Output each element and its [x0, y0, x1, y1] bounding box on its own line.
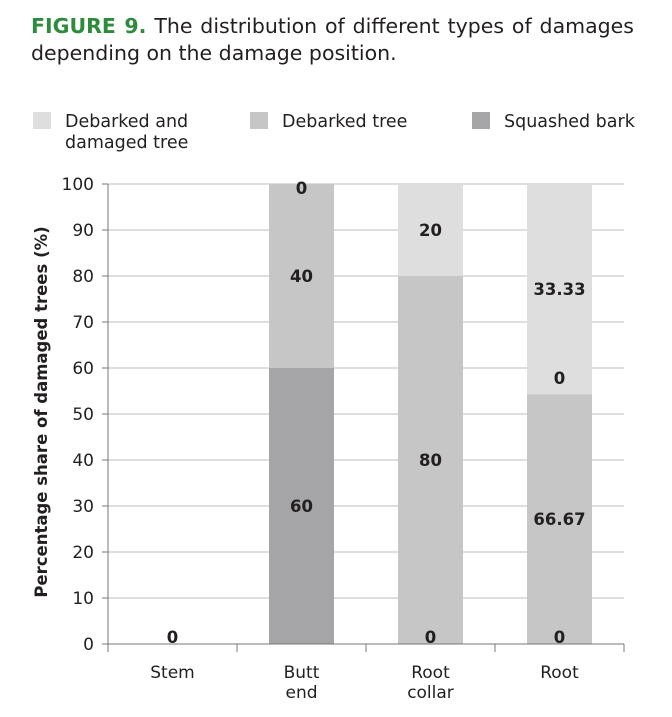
y-tick-label: 50 [72, 405, 94, 425]
y-tick-label: 10 [72, 589, 94, 609]
bar-segment [398, 184, 463, 276]
legend-swatch [472, 112, 490, 129]
data-label: 0 [425, 628, 436, 647]
y-axis-title: Percentage share of damaged trees (%) [32, 226, 51, 597]
legend-swatch [250, 112, 268, 129]
y-tick-label: 80 [72, 267, 94, 287]
bars [269, 184, 592, 644]
x-category-label: end [285, 683, 317, 703]
data-label: 33.33 [533, 280, 585, 299]
caption-text: The distribution of different types of d… [31, 14, 634, 65]
legend-label: Debarked and [65, 112, 188, 132]
y-tick-label: 100 [62, 175, 94, 195]
figure-caption: FIGURE 9. The distribution of different … [31, 13, 634, 67]
x-category-label: collar [407, 683, 454, 703]
y-tick-label: 90 [72, 221, 94, 241]
y-tick-label: 70 [72, 313, 94, 333]
y-tick-label: 60 [72, 359, 94, 379]
figure-label: FIGURE 9. [31, 14, 147, 38]
y-tick-label: 0 [83, 635, 94, 655]
x-category-label: Stem [150, 663, 194, 683]
legend-label: Debarked tree [282, 112, 407, 132]
data-labels: 0 60 40 0 0 80 20 0 66.67 33.33 0 [167, 179, 586, 647]
bar-segment [269, 184, 334, 368]
data-label: 0 [554, 369, 565, 388]
data-label: 0 [554, 628, 565, 647]
data-label: 0 [296, 179, 307, 198]
y-tick-label: 30 [72, 497, 94, 517]
data-label: 20 [419, 221, 442, 240]
bar-segment [398, 276, 463, 644]
x-category-label: Root [411, 663, 450, 683]
y-tick-label: 40 [72, 451, 94, 471]
bar-segment [527, 184, 592, 395]
x-category-label: Root [540, 663, 579, 683]
data-label: 66.67 [533, 510, 585, 529]
data-label: 80 [419, 451, 442, 470]
x-category-label: Butt [284, 663, 320, 683]
data-label: 0 [167, 628, 178, 647]
legend-label: damaged tree [65, 133, 188, 153]
legend-label: Squashed bark [504, 112, 636, 132]
bar-segment [269, 368, 334, 644]
legend-swatch [33, 112, 51, 129]
data-label: 60 [290, 497, 313, 516]
data-label: 40 [290, 267, 313, 286]
y-tick-label: 20 [72, 543, 94, 563]
bar-segment [527, 394, 592, 644]
